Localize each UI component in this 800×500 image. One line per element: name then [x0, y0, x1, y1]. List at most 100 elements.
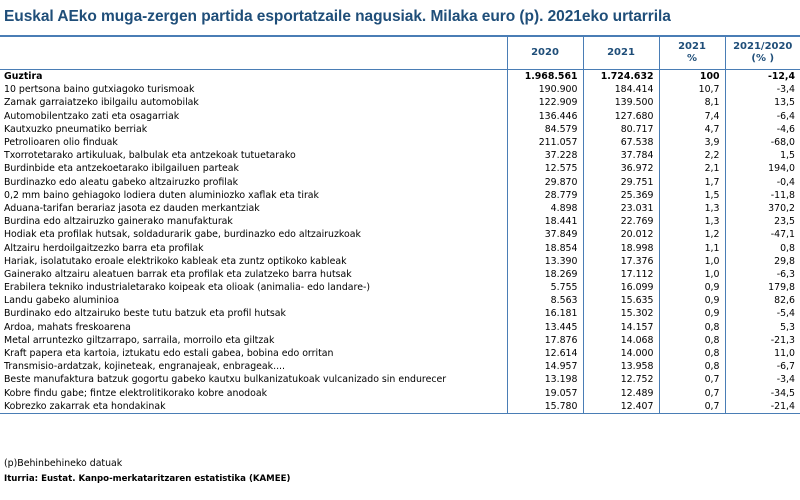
value-2021: 22.769: [582, 215, 659, 229]
value-2020: 15.780: [506, 399, 583, 414]
header-2021: 2021: [582, 37, 659, 70]
value-2021: 12.752: [582, 373, 659, 387]
value-2020: 5.755: [506, 281, 583, 295]
change-percent: 370,2: [724, 201, 800, 216]
value-2021: 36.972: [582, 162, 659, 176]
value-2020: 17.876: [506, 333, 583, 347]
table-row: Transmisio-ardatzak, kojineteak, engrana…: [0, 360, 800, 374]
row-label: Zamak garraiatzeko ibilgailu automobilak: [4, 97, 199, 109]
row-label: Automobilentzako zati eta osagarriak: [4, 110, 180, 122]
value-2021: 29.751: [582, 175, 659, 189]
change-percent: -11,8: [724, 188, 800, 202]
row-label: Kautxuzko pneumatiko berriak: [4, 123, 148, 135]
page-title: Euskal AEko muga-zergen partida esportat…: [4, 8, 671, 25]
change-percent: 5,3: [724, 320, 800, 334]
value-2021: 14.068: [582, 333, 659, 347]
row-label: 10 pertsona baino gutxiagoko turismoak: [4, 84, 195, 96]
share-percent: 1,5: [658, 188, 725, 202]
change-percent: -47,1: [724, 228, 800, 242]
table-row: Kautxuzko pneumatiko berriak 84.579 80.717…: [0, 122, 800, 136]
header-change-period: 2021/2020: [733, 41, 793, 52]
row-label: Guztira: [4, 71, 43, 83]
row-label: Txorrotetarako artikuluak, balbulak eta …: [4, 150, 296, 162]
share-percent: 2,1: [658, 162, 725, 176]
row-label: Burdina edo altzairuzko gainerako manufa…: [4, 216, 233, 228]
share-percent: 100: [658, 69, 725, 84]
table-row: Ardoa, mahats freskoarena 13.445 14.157 0,8…: [0, 320, 800, 334]
table-row: Landu gabeko aluminioa 8.563 15.635 0,9 82,6: [0, 294, 800, 308]
change-percent: -6,3: [724, 267, 800, 281]
table-row: Burdinako edo altzairuko beste tutu batz…: [0, 307, 800, 321]
table-row: Petrolioaren olio finduak 211.057 67.538 3,…: [0, 135, 800, 150]
share-percent: 0,8: [658, 320, 725, 334]
share-percent: 1,3: [658, 201, 725, 216]
exports-table: 2020 2021 2021% 2021/2020 (% ) Guztira 1.9…: [0, 37, 800, 414]
footnote: (p)Behinbehineko datuak: [4, 458, 123, 469]
header-2020: 2020: [506, 37, 583, 70]
value-2020: 29.870: [506, 175, 583, 189]
share-percent: 0,9: [658, 281, 725, 295]
value-2020: 13.390: [506, 254, 583, 268]
value-2021: 16.099: [582, 281, 659, 295]
table-row: Metal arruntezko giltzarrapo, sarraila, …: [0, 333, 800, 347]
row-label: Erabilera tekniko industrialetarako koip…: [4, 282, 370, 294]
value-2020: 12.614: [506, 346, 583, 361]
value-2020: 12.575: [506, 162, 583, 176]
row-label: Burdinazko edo aleatu gabeko altzairuzko…: [4, 176, 238, 188]
value-2020: 18.854: [506, 241, 583, 255]
value-2021: 14.000: [582, 346, 659, 361]
row-label: Landu gabeko aluminioa: [4, 295, 120, 307]
change-percent: 1,5: [724, 149, 800, 163]
change-percent: 179,8: [724, 281, 800, 295]
share-percent: 0,7: [658, 399, 725, 414]
value-2021: 15.302: [582, 307, 659, 321]
table-row: Hodiak eta profilak hutsak, soldadurarik…: [0, 228, 800, 242]
share-percent: 1,3: [658, 215, 725, 229]
share-percent: 1,1: [658, 241, 725, 255]
value-2020: 13.198: [506, 373, 583, 387]
table-row: Aduana-tarifan berariaz jasota ez dauden…: [0, 201, 800, 216]
value-2020: 4.898: [506, 201, 583, 216]
change-percent: -21,4: [724, 399, 800, 414]
share-percent: 8,1: [658, 96, 725, 110]
share-percent: 2,2: [658, 149, 725, 163]
share-percent: 7,4: [658, 109, 725, 123]
row-label: Altzairu herdoilgaitzezko barra eta prof…: [4, 242, 204, 254]
change-percent: 194,0: [724, 162, 800, 176]
change-percent: -12,4: [724, 69, 800, 84]
row-label: Ardoa, mahats freskoarena: [4, 321, 131, 333]
value-2020: 18.269: [506, 267, 583, 281]
value-2021: 67.538: [582, 135, 659, 150]
value-2021: 25.369: [582, 188, 659, 202]
change-percent: 23,5: [724, 215, 800, 229]
value-2021: 20.012: [582, 228, 659, 242]
share-percent: 0,8: [658, 346, 725, 361]
share-percent: 3,9: [658, 135, 725, 150]
header-share-unit: %: [686, 53, 698, 64]
header-share-year: 2021: [678, 41, 706, 52]
share-percent: 1,2: [658, 228, 725, 242]
table-row-total: Guztira 1.968.561 1.724.632 100 -12,4: [0, 69, 800, 84]
value-2020: 122.909: [506, 96, 583, 110]
share-percent: 4,7: [658, 122, 725, 136]
value-2020: 37.228: [506, 149, 583, 163]
value-2021: 127.680: [582, 109, 659, 123]
table-row: 0,2 mm baino gehiagoko lodiera duten alu…: [0, 188, 800, 202]
share-percent: 0,8: [658, 333, 725, 347]
share-percent: 0,7: [658, 373, 725, 387]
row-label: Petrolioaren olio finduak: [4, 137, 118, 149]
change-percent: 11,0: [724, 346, 800, 361]
change-percent: -6,7: [724, 360, 800, 374]
row-label: Kobrezko zakarrak eta hondakinak: [0, 399, 507, 414]
row-label: Metal arruntezko giltzarrapo, sarraila, …: [4, 334, 275, 346]
change-percent: -6,4: [724, 109, 800, 123]
table-row: Gainerako altzairu aleatuen barrak eta p…: [0, 267, 800, 281]
table-row: 10 pertsona baino gutxiagoko turismoak 19…: [0, 83, 800, 97]
title-divider: [0, 35, 800, 37]
value-2021: 184.414: [582, 83, 659, 97]
change-percent: 29,8: [724, 254, 800, 268]
value-2021: 1.724.632: [582, 69, 659, 84]
header-change: 2021/2020 (% ): [724, 37, 800, 70]
table-row: Automobilentzako zati eta osagarriak 136.…: [0, 109, 800, 123]
change-percent: 0,8: [724, 241, 800, 255]
